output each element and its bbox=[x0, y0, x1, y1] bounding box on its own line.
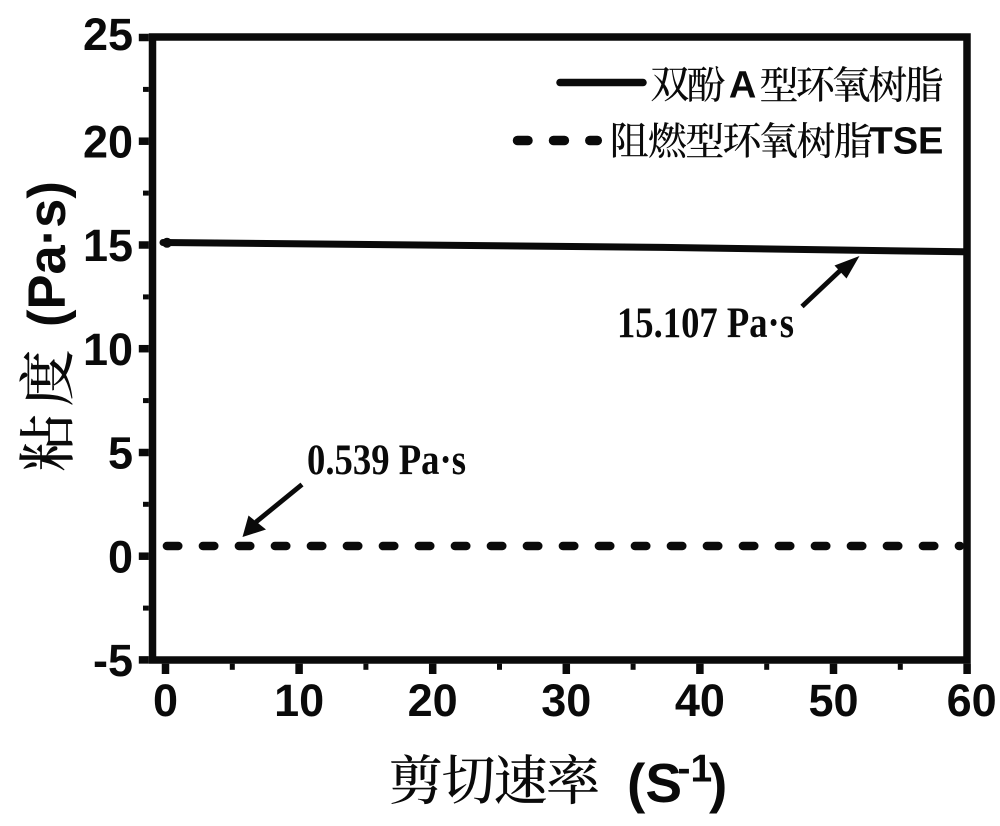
svg-text:(S: (S bbox=[627, 752, 682, 814]
svg-text:0: 0 bbox=[108, 531, 133, 582]
svg-text:-5: -5 bbox=[93, 635, 133, 686]
svg-text:15: 15 bbox=[83, 220, 133, 271]
svg-text:0.539 Pa·s: 0.539 Pa·s bbox=[307, 437, 466, 484]
svg-text:20: 20 bbox=[83, 116, 133, 167]
svg-text:(Pa·s): (Pa·s) bbox=[18, 181, 77, 327]
svg-text:25: 25 bbox=[83, 9, 133, 60]
svg-text:5: 5 bbox=[108, 428, 133, 479]
svg-text:50: 50 bbox=[808, 675, 858, 726]
svg-text:TSE: TSE bbox=[870, 121, 944, 163]
svg-text:15.107 Pa·s: 15.107 Pa·s bbox=[617, 300, 794, 347]
svg-text:20: 20 bbox=[408, 675, 458, 726]
svg-text:0: 0 bbox=[153, 675, 178, 726]
svg-text:-1: -1 bbox=[678, 748, 713, 791]
svg-text:60: 60 bbox=[947, 675, 997, 726]
svg-text:): ) bbox=[709, 752, 727, 814]
svg-text:40: 40 bbox=[675, 675, 725, 726]
svg-text:30: 30 bbox=[541, 675, 591, 726]
svg-text:10: 10 bbox=[83, 324, 133, 375]
svg-text:10: 10 bbox=[274, 675, 324, 726]
svg-text:A: A bbox=[729, 65, 756, 107]
